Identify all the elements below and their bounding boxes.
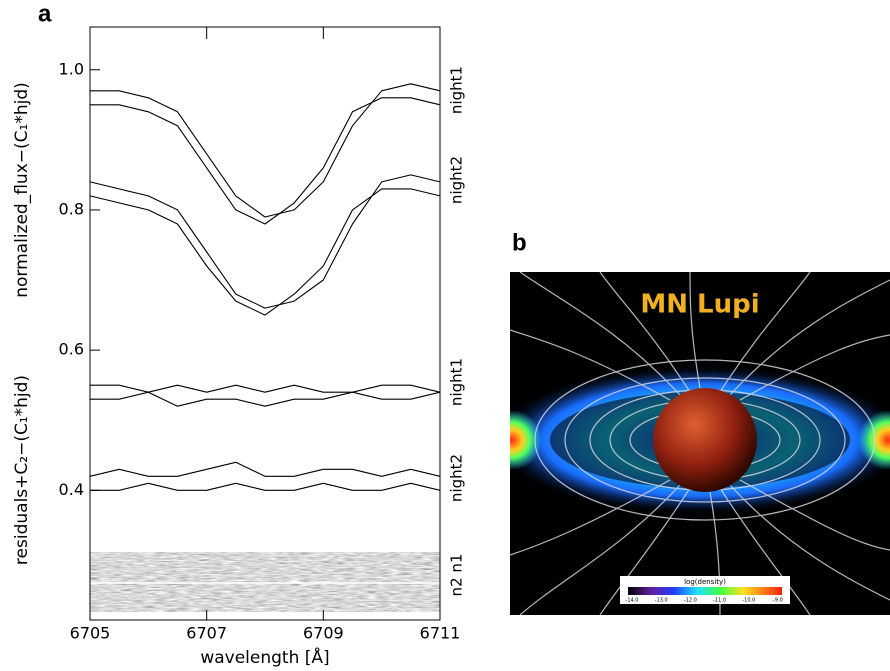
spectrum-line bbox=[90, 97, 441, 225]
hotspot bbox=[858, 410, 890, 470]
panel-label: a bbox=[38, 0, 52, 27]
colorbar-tick-label: -11.0 bbox=[713, 598, 726, 604]
colorbar-tick-label: -10.0 bbox=[742, 598, 755, 604]
y-tick-label: 1.0 bbox=[59, 59, 84, 78]
colorbar-tick-label: -14.0 bbox=[626, 598, 639, 604]
spectrum-line bbox=[89, 461, 441, 477]
annotation: night1 bbox=[448, 358, 466, 406]
residual-image bbox=[90, 552, 440, 612]
colorbar-tick-label: -13.0 bbox=[655, 598, 668, 604]
plot-frame bbox=[89, 26, 441, 621]
magnetosphere-image: MN Lupi log(density) -14.0 -13.0 -12.0 -11.… bbox=[510, 272, 890, 615]
spectrum-line bbox=[90, 482, 441, 491]
spectrum-line bbox=[90, 391, 441, 407]
y-axis-label: residuals+C₂−(C₁*hjd) bbox=[12, 375, 32, 565]
plot-area: 6705 6707 6709 6711 0.4 0.6 0.8 1.0 bbox=[59, 27, 461, 643]
hotspot bbox=[510, 410, 542, 470]
colorbar-ticks: -14.0 -13.0 -12.0 -11.0 -10.0 -9.0 bbox=[626, 598, 783, 604]
spectrum-line bbox=[90, 384, 441, 393]
y-tick-label: 0.6 bbox=[59, 340, 84, 359]
colorbar bbox=[628, 587, 782, 595]
image-title: MN Lupi bbox=[640, 290, 759, 320]
x-axis-label: wavelength [Å] bbox=[200, 646, 329, 668]
annotation: n2 n1 bbox=[448, 554, 466, 597]
x-tick-label: 6711 bbox=[420, 624, 461, 643]
y-tick-label: 0.4 bbox=[59, 480, 84, 499]
annotation: night2 bbox=[448, 454, 466, 502]
star bbox=[653, 388, 757, 492]
x-tick-label: 6707 bbox=[186, 624, 227, 643]
spectrum-line bbox=[90, 83, 441, 218]
colorbar-label: log(density) bbox=[684, 578, 726, 586]
y-axis-label: normalized_flux−(C₁*hjd) bbox=[12, 82, 32, 298]
x-tick-label: 6705 bbox=[70, 624, 111, 643]
y-tick-label: 0.8 bbox=[59, 199, 84, 218]
colorbar-tick-label: -12.0 bbox=[684, 598, 697, 604]
annotation: night1 bbox=[448, 66, 466, 114]
spectrum-line bbox=[89, 188, 441, 316]
annotation: night2 bbox=[448, 156, 466, 204]
x-tick-label: 6709 bbox=[303, 624, 344, 643]
spectrum-line bbox=[89, 174, 441, 309]
panel-label: b bbox=[512, 229, 527, 256]
colorbar-tick-label: -9.0 bbox=[773, 598, 783, 604]
